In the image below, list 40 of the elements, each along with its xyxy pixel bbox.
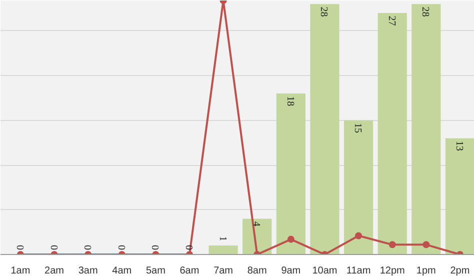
x-tick-label: 3am — [78, 266, 98, 276]
data-label: 13 — [453, 140, 464, 151]
x-tick-label: 4am — [112, 266, 132, 276]
x-tick-label: 2pm — [450, 266, 470, 276]
data-label: 0 — [182, 245, 194, 250]
x-tick-label: 10am — [312, 266, 338, 276]
data-label: 0 — [48, 245, 59, 250]
point — [355, 232, 362, 240]
bar — [445, 138, 474, 254]
x-tick-label: 7am — [214, 266, 234, 276]
data-label: 15 — [352, 123, 364, 134]
x-tick-label: 6am — [180, 266, 200, 276]
data-label: 18 — [284, 96, 296, 106]
bar — [344, 120, 374, 254]
data-label: 0 — [82, 245, 93, 250]
point — [287, 236, 294, 243]
bar — [412, 4, 441, 254]
x-tick-label: 1am — [10, 266, 30, 276]
x-tick-label: 5am — [146, 266, 166, 276]
x-tick-label: 9am — [281, 266, 301, 276]
data-label: 0 — [14, 245, 25, 250]
data-label: 27 — [386, 16, 397, 26]
data-label: 4 — [250, 221, 262, 226]
bar — [208, 246, 238, 254]
point — [388, 241, 396, 248]
data-label: 1 — [216, 236, 228, 242]
x-tick-label: 11am — [346, 266, 371, 276]
bar — [242, 218, 272, 254]
x-tick-label: 8am — [247, 266, 267, 276]
data-label: 28 — [420, 6, 431, 17]
x-tick-label: 12pm — [380, 266, 405, 276]
data-label: 28 — [318, 6, 330, 17]
bar — [310, 4, 340, 254]
data-label: 0 — [115, 245, 126, 250]
data-label: 0 — [149, 245, 160, 250]
bar — [276, 94, 306, 254]
point — [422, 241, 430, 248]
x-tick-label: 1pm — [416, 266, 436, 276]
x-tick-label: 2am — [44, 266, 64, 276]
bar — [378, 13, 407, 254]
